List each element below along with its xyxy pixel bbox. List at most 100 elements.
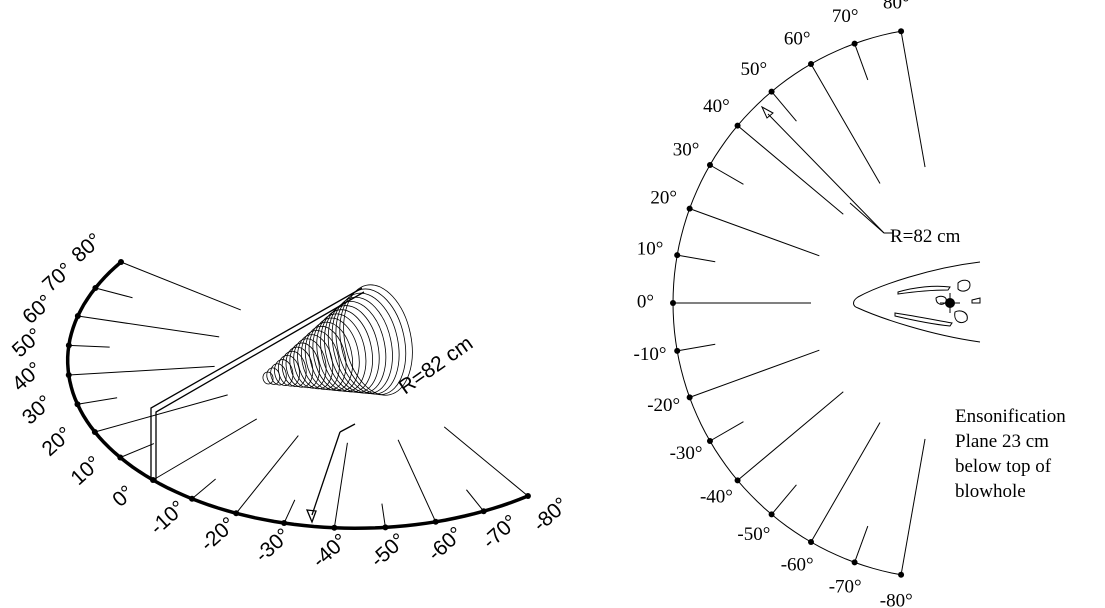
angle-label: -10° [146,496,190,539]
tick-dot [66,342,72,348]
angle-label: -60° [423,522,467,565]
spoke [95,288,132,298]
tick-dot [898,572,904,578]
head-structure [972,298,980,303]
figure: R=82 cm R=82 cm EnsonificationPlane 23 c… [0,0,1105,608]
caption-line: below top of [955,456,1052,477]
spoke [236,436,298,514]
angle-label: -80° [529,493,573,536]
angle-label: 20° [38,423,77,461]
spoke [772,485,797,515]
tick-dot [433,519,439,525]
tick-dot [687,394,693,400]
tick-dot [735,477,741,483]
angle-label: 0° [637,291,654,312]
spoke [738,126,844,215]
spoke [77,398,117,404]
angle-label: -70° [478,510,522,553]
spoke [284,500,295,523]
spoke [677,344,715,351]
spoke [69,366,215,375]
caption-line: Ensonification [955,406,1066,427]
tick-dot [382,524,388,530]
tick-dot [481,508,487,514]
angle-label: 40° [703,96,730,117]
radius-label: R=82 cm [890,226,961,247]
angle-label: 50° [741,59,768,80]
spoke [772,92,797,122]
angle-label: -50° [737,524,770,545]
tick-dot [281,520,287,526]
head-structure [898,286,950,294]
angle-label: 70° [38,258,77,296]
angle-label: -40° [700,487,733,508]
angle-label: 10° [637,239,664,260]
angle-label: 60° [784,28,811,49]
spoke [192,479,216,499]
head-structure [958,280,970,291]
tick-dot [808,539,814,545]
tick-dot [769,89,775,95]
tick-dot [898,28,904,34]
tick-dot [687,206,693,212]
arc [68,262,528,528]
angle-label: -20° [196,513,240,556]
beam-ring [262,371,274,385]
tick-dot [189,496,195,502]
tick-dot [852,559,858,565]
spoke [120,444,154,458]
spoke [677,255,715,262]
spoke [444,427,528,496]
spoke [121,262,241,310]
beam-ring [286,340,323,390]
tick-dot [707,162,713,168]
tick-dot [852,41,858,47]
angle-label: 60° [18,290,57,328]
spoke [710,422,743,441]
head-structure [955,311,968,323]
angle-label: -80° [880,590,913,608]
tick-dot [150,477,156,483]
spoke [466,490,483,511]
head [762,107,980,342]
tick-dot [118,259,124,265]
angle-label: 30° [673,140,700,161]
tick-dot [735,123,741,129]
leader [340,424,355,432]
tick-dot [75,313,81,319]
angle-label: 20° [650,188,677,209]
spoke [855,44,868,80]
tick-dot [233,510,239,516]
spoke [901,439,925,575]
tick-dot [525,493,531,499]
caption-line: blowhole [955,481,1026,502]
head-structure [895,313,952,326]
angle-label: 50° [8,324,47,362]
head-outline [854,262,981,342]
angle-label: -50° [366,529,410,572]
arrow-head [762,107,773,118]
spoke [901,31,925,167]
leader [312,432,340,515]
tick-dot [117,455,123,461]
spoke [690,209,820,256]
spoke [811,423,880,543]
angle-label: 80° [67,229,106,267]
tick-dot [769,511,775,517]
spoke [69,345,110,347]
angle-label: -10° [634,344,667,365]
angle-label: 30° [18,391,57,429]
tick-dot [92,429,98,435]
spoke [690,350,820,397]
angle-label: 0° [108,481,138,512]
tick-dot [670,300,676,306]
tick-dot [74,401,80,407]
leader [768,114,884,233]
spoke [710,165,743,184]
spoke [382,504,385,528]
angle-label: -30° [251,524,295,567]
tick-dot [66,372,72,378]
angle-label: 40° [8,358,47,396]
tick-dot [808,61,814,67]
